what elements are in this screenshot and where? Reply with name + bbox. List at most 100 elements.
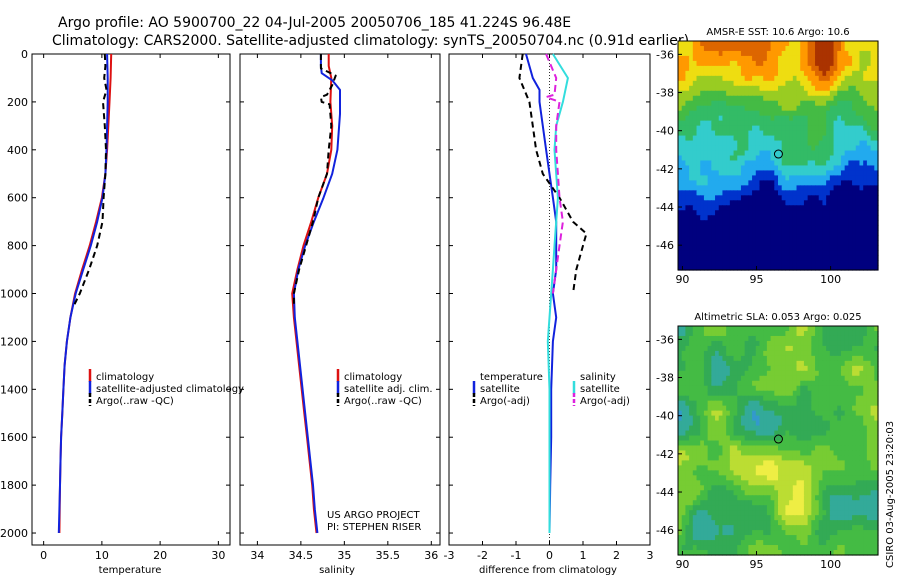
sla-map-cell xyxy=(759,395,764,402)
sst-map-cell xyxy=(733,95,738,102)
sla-map-cell xyxy=(870,355,875,362)
sst-map-cell xyxy=(811,75,816,82)
salinity-plot-area: 34 34.5 35 35.5 36 xyxy=(239,53,441,562)
sst-map-cell xyxy=(859,195,864,201)
sla-map-cell xyxy=(855,420,861,427)
sst-map-cell xyxy=(715,165,720,172)
sla-map-cell xyxy=(740,350,746,357)
sst-map-cell xyxy=(737,130,742,137)
sst-map-cell xyxy=(815,200,820,206)
sla-map-cell xyxy=(715,375,720,382)
sst-map-cell xyxy=(840,130,846,137)
sla-map-cell xyxy=(796,345,801,352)
sst-map-cell xyxy=(778,240,783,246)
sla-map-cell xyxy=(789,375,794,382)
sst-map-cell xyxy=(778,145,783,152)
sst-map-cell xyxy=(855,41,861,47)
sla-map-cell xyxy=(863,345,868,352)
sla-map-cell xyxy=(759,450,764,457)
sst-map-cell xyxy=(859,105,864,112)
sla-map-cell xyxy=(726,420,731,427)
sst-map-cell xyxy=(781,245,786,251)
sla-map-cell xyxy=(822,530,827,536)
sst-map-cell xyxy=(829,150,835,157)
sst-map-cell xyxy=(781,115,786,122)
sst-map-cell xyxy=(789,105,794,112)
sst-map-cell xyxy=(778,160,783,167)
sla-map-cell xyxy=(803,500,809,506)
sla-map-cell xyxy=(866,480,872,486)
sla-map-cell xyxy=(789,395,794,402)
sla-map-cell xyxy=(822,410,827,417)
sla-map-cell xyxy=(755,440,761,447)
sst-map-cell xyxy=(729,70,735,77)
sst-map-cell xyxy=(681,175,686,181)
sst-map-cell xyxy=(755,50,761,57)
sst-map-cell xyxy=(870,150,875,157)
sst-map-cell xyxy=(703,95,709,102)
sla-map-cell xyxy=(685,380,690,387)
sla-map-cell xyxy=(815,435,820,442)
sst-map-cell xyxy=(748,120,753,127)
sla-map-cell xyxy=(792,435,798,442)
sla-map-cell xyxy=(755,445,761,452)
sla-map-cell xyxy=(703,410,709,417)
sla-map-cell xyxy=(707,405,712,412)
sst-map-cell xyxy=(752,95,757,102)
sla-map-cell xyxy=(692,400,698,407)
sla-map-cell xyxy=(811,375,816,382)
sla-map-cell xyxy=(722,490,727,496)
sla-map-cell xyxy=(703,455,709,462)
sst-map-cell xyxy=(707,85,712,92)
temperature-series-climatology xyxy=(58,53,113,534)
sla-map-cell xyxy=(778,450,783,457)
sst-map-cell xyxy=(781,45,786,52)
sst-map-cell xyxy=(715,70,720,77)
sst-map-cell xyxy=(748,175,753,181)
sla-map-cell xyxy=(678,405,683,412)
sst-map-cell xyxy=(685,90,690,97)
sla-map-cell xyxy=(833,470,838,476)
sla-map-cell xyxy=(826,385,831,392)
sst-map-cell xyxy=(837,170,842,177)
sst-map-cell xyxy=(748,80,753,87)
sst-map-cell xyxy=(833,250,838,256)
sla-map-cell xyxy=(763,400,768,407)
sst-map-cell xyxy=(763,205,768,211)
sst-map-cell xyxy=(837,65,842,72)
sst-map-cell xyxy=(707,165,712,172)
sla-map-cell xyxy=(815,335,820,342)
sst-map-cell xyxy=(733,190,738,196)
sst-map-cell xyxy=(752,195,757,201)
sla-map-cell xyxy=(855,390,861,397)
sst-map-cell xyxy=(866,200,872,206)
sst-map-cell xyxy=(874,210,879,216)
sla-map-cell xyxy=(807,385,812,392)
sla-map-cell xyxy=(840,495,846,501)
sla-map-cell xyxy=(755,420,761,427)
sla-map-cell xyxy=(763,455,768,462)
sst-map-cell xyxy=(803,145,809,152)
sst-map-cell xyxy=(752,75,757,82)
sst-map-cell xyxy=(759,90,764,97)
sst-map-cell xyxy=(692,125,698,132)
sst-map-cell xyxy=(685,135,690,142)
sst-map-cell xyxy=(855,135,861,142)
sst-map-cell xyxy=(748,255,753,261)
sst-map-cell xyxy=(763,160,768,167)
sst-map-cell xyxy=(800,175,805,181)
sla-map-cell xyxy=(870,475,875,481)
sst-map-cell xyxy=(726,235,731,241)
sla-map-cell xyxy=(840,415,846,422)
sla-map-cell xyxy=(852,455,857,462)
sst-map-cell xyxy=(696,105,701,112)
sla-map-cell xyxy=(681,365,686,372)
sla-map-cell xyxy=(792,385,798,392)
sst-map-cell xyxy=(770,70,775,77)
sst-map-cell xyxy=(859,255,864,261)
sla-map-cell xyxy=(718,395,724,402)
sst-map-cell xyxy=(829,200,835,206)
sst-map-cell xyxy=(752,85,757,92)
sst-map-cell xyxy=(763,240,768,246)
sst-map-cell xyxy=(678,60,683,67)
